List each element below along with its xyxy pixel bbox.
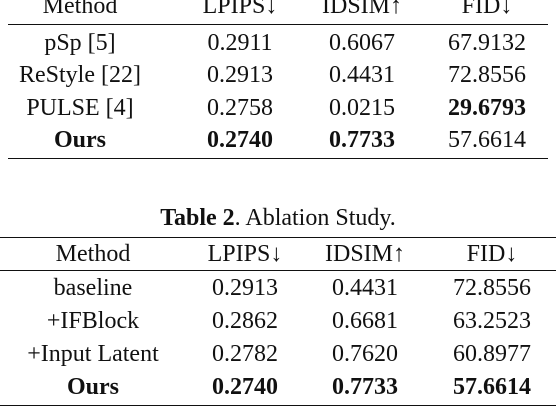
table-cell: 0.2782	[212, 341, 278, 367]
table-cell: 67.9132	[448, 30, 526, 56]
table-cell: 0.2740	[207, 127, 273, 153]
table-cell: 0.6067	[329, 30, 395, 56]
table-cell: +Input Latent	[27, 341, 159, 367]
table-cell: 0.0215	[329, 95, 395, 121]
table-cell: 60.8977	[453, 341, 531, 367]
header-cell: IDSIM↑	[324, 241, 406, 267]
table-cell: 0.2913	[207, 62, 273, 88]
header-cell: FID↓	[466, 241, 518, 267]
table-cell: Ours	[66, 374, 120, 400]
header-cell: LPIPS↓	[202, 0, 278, 19]
table-cell: 0.2913	[212, 275, 278, 301]
table-cell: 0.7733	[332, 374, 398, 400]
table-rule	[0, 270, 556, 271]
header-cell: LPIPS↓	[207, 241, 283, 267]
table-cell: 0.2758	[207, 95, 273, 121]
table-cell: 57.6614	[453, 374, 531, 400]
table-cell: Ours	[53, 127, 107, 153]
table-cell: +IFBlock	[46, 308, 140, 334]
table-cell: 0.4431	[332, 275, 398, 301]
table-cell: 0.6681	[332, 308, 398, 334]
table-cell: 72.8556	[448, 62, 526, 88]
caption-label: Table 2	[160, 205, 235, 231]
caption-text: . Ablation Study.	[234, 205, 396, 231]
table-cell: 0.2911	[207, 30, 273, 56]
header-cell: FID↓	[461, 0, 513, 19]
header-cell: Method	[42, 0, 118, 19]
table-cell: pSp [5]	[44, 30, 116, 56]
table-rule	[0, 237, 556, 238]
table-rule	[8, 24, 548, 25]
table-cell: 72.8556	[453, 275, 531, 301]
header-cell: IDSIM↑	[321, 0, 403, 19]
table-cell: 0.7733	[329, 127, 395, 153]
table-cell: baseline	[53, 275, 133, 301]
header-cell: Method	[55, 241, 131, 267]
table-cell: 0.2740	[212, 374, 278, 400]
table-caption: Table 2. Ablation Study.	[160, 204, 396, 232]
table-cell: 0.7620	[332, 341, 398, 367]
table-cell: 57.6614	[448, 127, 526, 153]
table-cell: 0.2862	[212, 308, 278, 334]
table-cell: 29.6793	[448, 95, 526, 121]
table-rule	[8, 158, 548, 159]
table-rule	[0, 405, 556, 406]
table-cell: 0.4431	[329, 62, 395, 88]
table-cell: PULSE [4]	[26, 95, 134, 121]
table-cell: ReStyle [22]	[19, 62, 141, 88]
table-cell: 63.2523	[453, 308, 531, 334]
